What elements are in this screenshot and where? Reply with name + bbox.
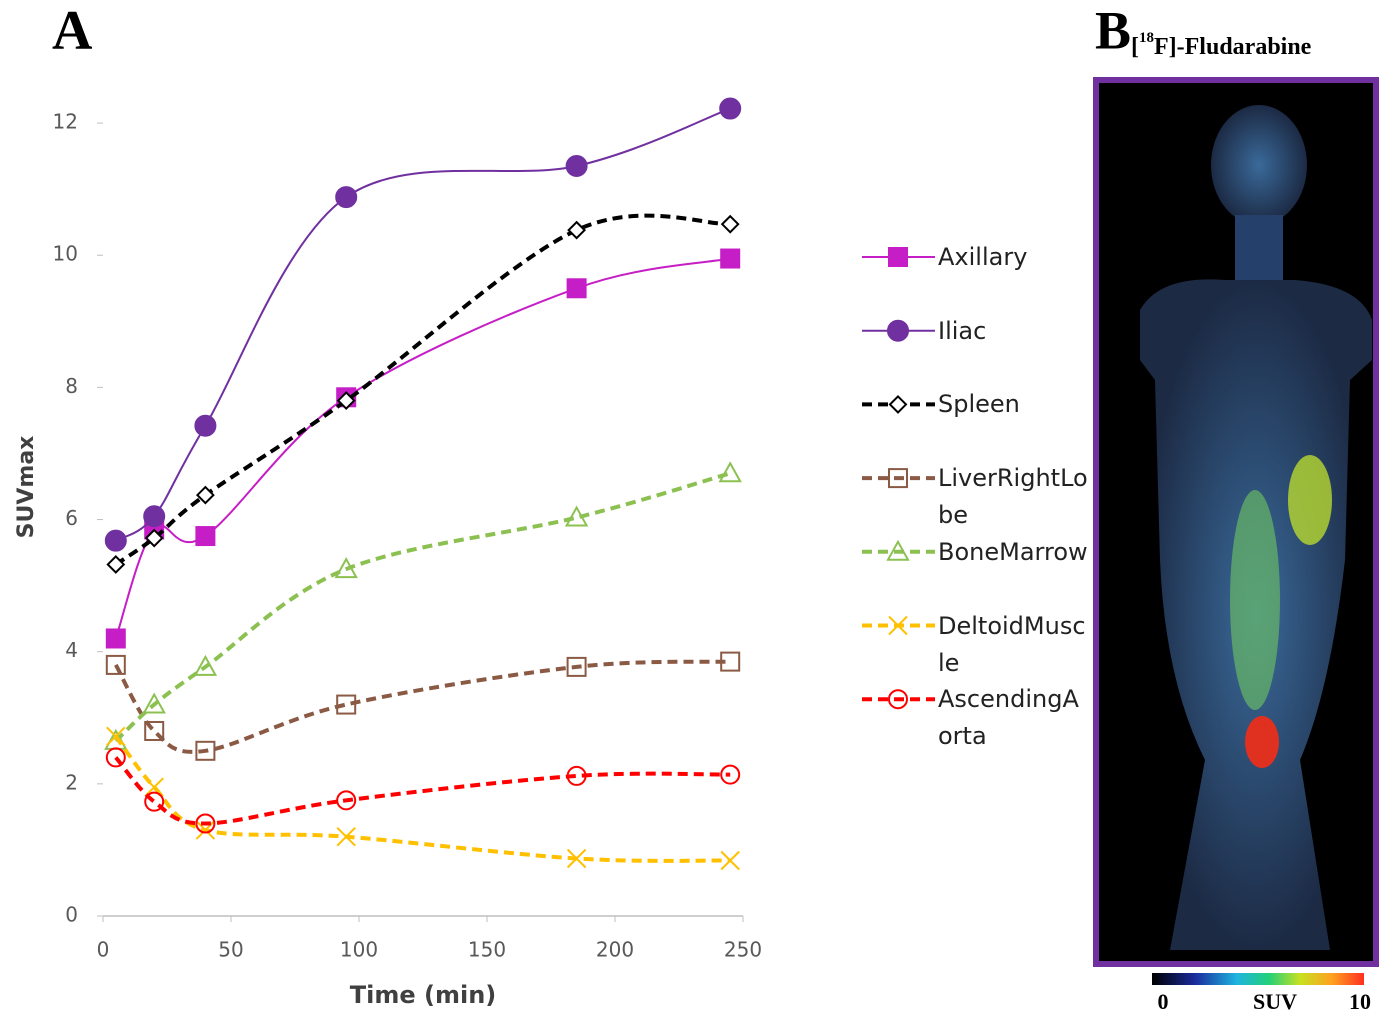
title-superscript: 18 bbox=[1139, 30, 1154, 46]
image-title: [18F]-Fludarabine bbox=[1131, 30, 1312, 59]
series-line bbox=[116, 757, 730, 823]
marker bbox=[145, 793, 163, 811]
series-line bbox=[116, 259, 730, 639]
colorbar-tick-label: 0 bbox=[1158, 989, 1169, 1014]
x-tick-label: 50 bbox=[218, 938, 243, 962]
x-tick-label: 100 bbox=[340, 938, 378, 962]
chart: A B [18F]-Fludarabine SUV 01005010015020… bbox=[0, 0, 1379, 1016]
series-line bbox=[116, 736, 730, 861]
legend-label: AscendingAorta bbox=[938, 681, 1090, 755]
y-tick-label: 0 bbox=[65, 903, 78, 927]
y-tick-label: 10 bbox=[53, 242, 78, 266]
figure: A B [18F]-Fludarabine SUV 01005010015020… bbox=[0, 0, 1379, 1016]
marker bbox=[720, 463, 740, 481]
series-line bbox=[116, 216, 730, 565]
marker bbox=[107, 629, 125, 647]
series-line bbox=[116, 109, 730, 541]
legend-label: Axillary bbox=[938, 239, 1090, 276]
legend-label: BoneMarrow bbox=[938, 534, 1090, 571]
y-axis-label: SUVmax bbox=[14, 436, 39, 539]
marker bbox=[569, 222, 585, 238]
y-tick-label: 6 bbox=[65, 506, 78, 530]
x-tick-label: 0 bbox=[97, 938, 110, 962]
marker bbox=[144, 506, 164, 526]
marker bbox=[721, 851, 739, 869]
panel-label: A bbox=[52, 0, 93, 62]
x-tick-label: 150 bbox=[468, 938, 506, 962]
legend-label: Iliac bbox=[938, 313, 1090, 350]
panel-label: B bbox=[1095, 0, 1131, 60]
spine-uptake bbox=[1230, 490, 1280, 710]
marker bbox=[567, 156, 587, 176]
marker bbox=[336, 187, 356, 207]
y-tick-label: 4 bbox=[65, 638, 78, 662]
legend-label: DeltoidMuscle bbox=[938, 608, 1090, 682]
marker bbox=[720, 99, 740, 119]
x-tick-label: 200 bbox=[596, 938, 634, 962]
pet-image bbox=[1096, 80, 1376, 964]
bladder-uptake bbox=[1245, 716, 1279, 768]
title-part: [ bbox=[1131, 34, 1139, 60]
colorbar-label: SUV bbox=[1253, 989, 1297, 1014]
marker bbox=[195, 416, 215, 436]
y-tick-label: 8 bbox=[65, 374, 78, 398]
marker bbox=[106, 531, 126, 551]
title-part: F]-Fludarabine bbox=[1154, 34, 1312, 60]
series-line bbox=[116, 473, 730, 741]
marker bbox=[890, 396, 906, 412]
colorbar-tick-label: 10 bbox=[1349, 989, 1371, 1014]
marker bbox=[568, 279, 586, 297]
spleen-uptake bbox=[1288, 455, 1332, 545]
y-tick-label: 2 bbox=[65, 770, 78, 794]
x-axis-label: Time (min) bbox=[350, 981, 497, 1009]
y-tick-label: 12 bbox=[53, 110, 78, 134]
x-tick-label: 250 bbox=[724, 938, 762, 962]
marker bbox=[889, 617, 907, 635]
marker bbox=[721, 250, 739, 268]
marker bbox=[722, 216, 738, 232]
marker bbox=[196, 527, 214, 545]
marker bbox=[889, 248, 907, 266]
marker bbox=[888, 321, 908, 341]
neck bbox=[1235, 215, 1283, 285]
legend-label: LiverRightLobe bbox=[938, 460, 1090, 534]
head bbox=[1211, 105, 1307, 225]
colorbar bbox=[1152, 973, 1364, 985]
legend-label: Spleen bbox=[938, 386, 1090, 423]
